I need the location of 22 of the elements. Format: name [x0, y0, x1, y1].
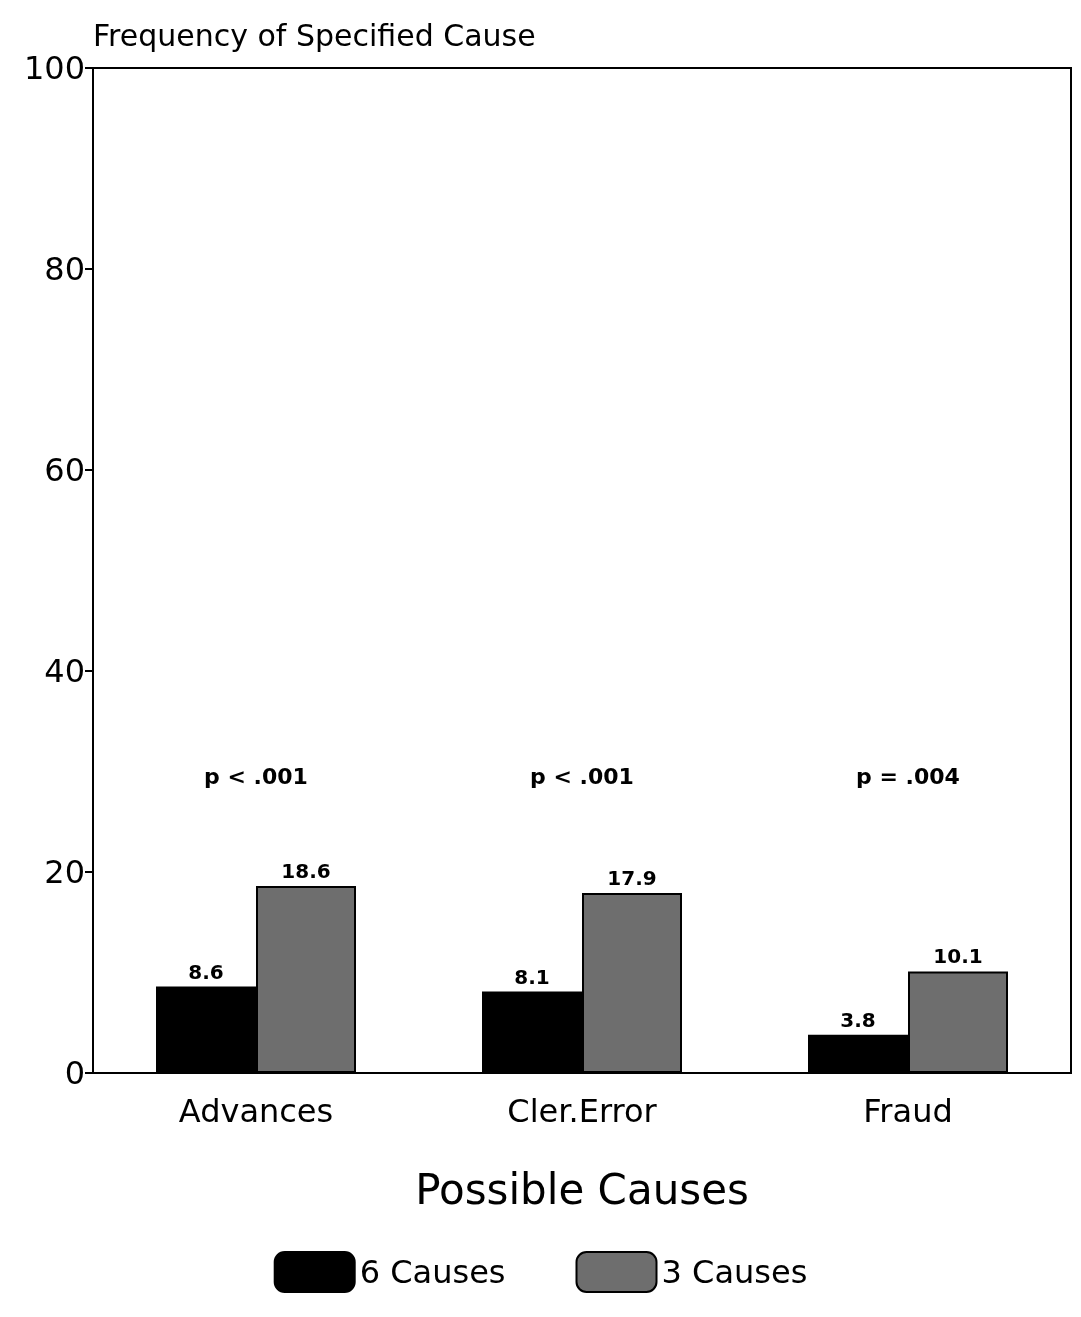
x-tick-label: Advances — [178, 1092, 334, 1130]
data-label: 8.1 — [514, 964, 550, 989]
y-axis-title: Frequency of Specified Cause — [93, 17, 536, 53]
y-tick-label: 80 — [44, 250, 85, 288]
annotation: p < .001 — [530, 763, 634, 789]
x-tick-label: Cler.Error — [507, 1092, 658, 1130]
y-tick-label: 20 — [44, 853, 85, 891]
annotation: p < .001 — [204, 763, 308, 789]
y-tick-label: 100 — [23, 49, 85, 87]
data-label: 8.6 — [188, 959, 224, 984]
legend-label: 6 Causes — [359, 1253, 506, 1291]
x-tick-label: Fraud — [863, 1092, 953, 1130]
annotation: p = .004 — [856, 763, 960, 789]
y-tick-label: 0 — [64, 1054, 85, 1092]
legend-label: 3 Causes — [661, 1253, 808, 1291]
data-label: 3.8 — [840, 1007, 876, 1032]
data-label: 18.6 — [281, 859, 331, 884]
data-label: 10.1 — [933, 944, 983, 969]
y-tick-label: 60 — [44, 451, 85, 489]
y-tick-label: 40 — [44, 652, 85, 690]
data-label: 17.9 — [607, 866, 657, 891]
x-axis-title: Possible Causes — [415, 1164, 749, 1214]
